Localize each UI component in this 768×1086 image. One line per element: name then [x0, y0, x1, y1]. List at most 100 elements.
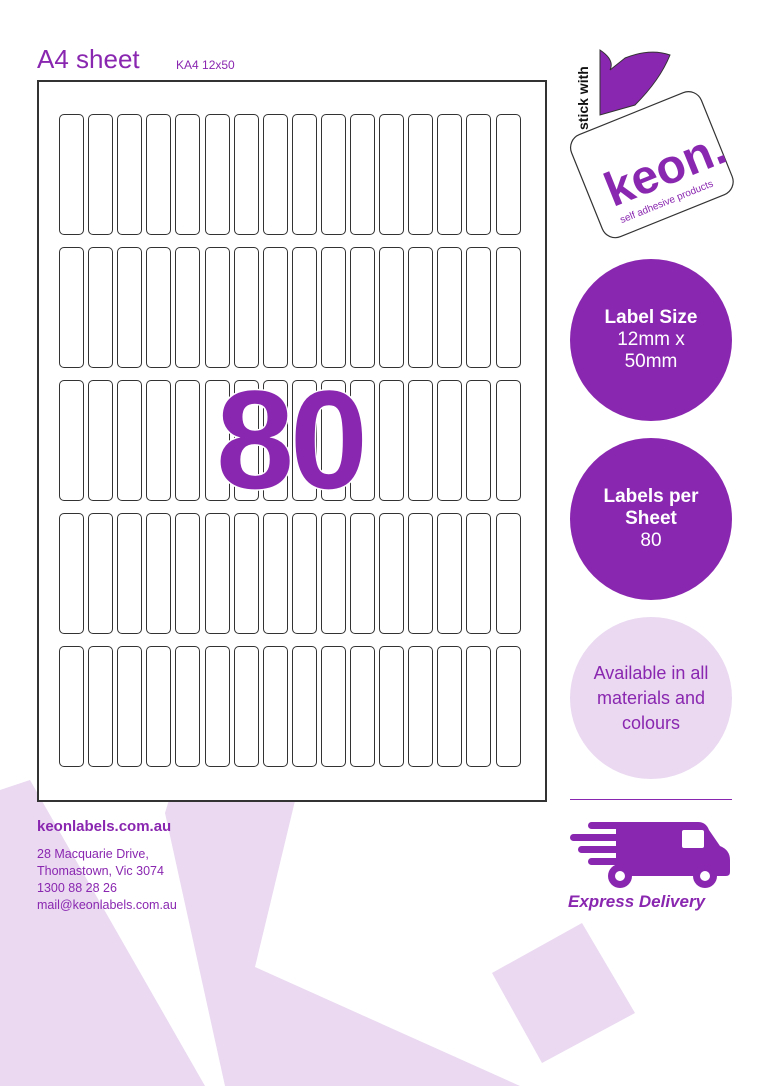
label-cell	[291, 380, 317, 501]
phone: 1300 88 28 26	[37, 881, 117, 895]
label-cell	[262, 247, 288, 368]
label-cell	[117, 247, 143, 368]
label-cell	[437, 380, 463, 501]
express-delivery-label: Express Delivery	[568, 892, 706, 911]
label-cell	[204, 646, 230, 767]
label-cell	[59, 513, 84, 634]
label-cell	[88, 247, 114, 368]
label-cell	[262, 114, 288, 235]
label-cell	[233, 114, 259, 235]
label-sheet	[37, 80, 547, 802]
keon-logo: keon. self adhesive products stick with	[569, 49, 734, 239]
label-cell	[408, 247, 434, 368]
label-cell	[175, 513, 201, 634]
label-cell	[262, 513, 288, 634]
bg-shape	[492, 923, 635, 1063]
label-cell	[379, 247, 405, 368]
label-cell	[379, 513, 405, 634]
label-cell	[204, 380, 230, 501]
label-cell	[320, 646, 346, 767]
label-cell	[437, 646, 463, 767]
label-cell	[350, 114, 375, 235]
label-cell	[320, 380, 346, 501]
label-cell	[466, 380, 492, 501]
label-cell	[117, 646, 143, 767]
label-cell	[175, 247, 201, 368]
label-cell	[146, 247, 172, 368]
label-cell	[233, 247, 259, 368]
label-cell	[350, 380, 375, 501]
label-cell	[350, 247, 375, 368]
label-cell	[495, 513, 521, 634]
label-cell	[495, 380, 521, 501]
availability-badge: Available in all materials and colours	[570, 617, 732, 779]
label-cell	[233, 513, 259, 634]
label-cell	[88, 513, 114, 634]
label-cell	[204, 513, 230, 634]
bg-shape	[165, 780, 520, 1086]
label-cell	[291, 247, 317, 368]
label-cell	[350, 646, 375, 767]
label-size-value: 12mm x 50mm	[617, 329, 685, 372]
label-cell	[88, 114, 114, 235]
label-cell	[175, 114, 201, 235]
label-cell	[320, 114, 346, 235]
label-cell	[466, 114, 492, 235]
divider	[570, 799, 732, 800]
page-title: A4 sheet	[37, 44, 140, 74]
label-cell	[233, 380, 259, 501]
label-cell	[59, 247, 84, 368]
delivery-truck-icon	[570, 822, 730, 888]
label-cell	[291, 513, 317, 634]
labels-per-sheet-value: 80	[640, 530, 662, 551]
label-cell	[350, 513, 375, 634]
address-block: 28 Macquarie Drive, Thomastown, Vic 3074…	[37, 846, 177, 914]
labels-per-sheet-badge: Labels per Sheet 80	[570, 438, 732, 600]
label-cell	[437, 247, 463, 368]
label-cell	[320, 513, 346, 634]
label-cell	[379, 646, 405, 767]
label-cell	[146, 513, 172, 634]
address-line: 28 Macquarie Drive,	[37, 847, 149, 861]
label-cell	[59, 380, 84, 501]
label-cell	[88, 646, 114, 767]
label-cell	[88, 380, 114, 501]
label-cell	[408, 513, 434, 634]
label-cell	[59, 114, 84, 235]
label-cell	[466, 513, 492, 634]
label-cell	[262, 380, 288, 501]
address-line: Thomastown, Vic 3074	[37, 864, 164, 878]
label-cell	[204, 247, 230, 368]
email-link[interactable]: mail@keonlabels.com.au	[37, 898, 177, 912]
label-cell	[408, 646, 434, 767]
label-cell	[59, 646, 84, 767]
label-cell	[320, 247, 346, 368]
website-link[interactable]: keonlabels.com.au	[37, 818, 172, 835]
logo-tagline: stick with	[575, 66, 591, 130]
label-cell	[437, 513, 463, 634]
label-cell	[117, 513, 143, 634]
label-cell	[437, 114, 463, 235]
label-size-badge: Label Size 12mm x 50mm	[570, 259, 732, 421]
label-cell	[233, 646, 259, 767]
label-cell	[291, 646, 317, 767]
label-cell	[146, 646, 172, 767]
label-cell	[146, 380, 172, 501]
label-cell	[466, 247, 492, 368]
label-cell	[495, 247, 521, 368]
label-cell	[146, 114, 172, 235]
label-cell	[495, 114, 521, 235]
label-cell	[379, 114, 405, 235]
label-cell	[262, 646, 288, 767]
label-cell	[117, 114, 143, 235]
bg-shape	[0, 780, 205, 1086]
label-cell	[291, 114, 317, 235]
label-size-title: Label Size	[604, 307, 698, 328]
label-cell	[408, 114, 434, 235]
label-cell	[379, 380, 405, 501]
label-cell	[408, 380, 434, 501]
labels-per-sheet-title: Labels per Sheet	[603, 486, 699, 529]
label-cell	[175, 380, 201, 501]
product-code: KA4 12x50	[176, 58, 235, 72]
label-cell	[466, 646, 492, 767]
